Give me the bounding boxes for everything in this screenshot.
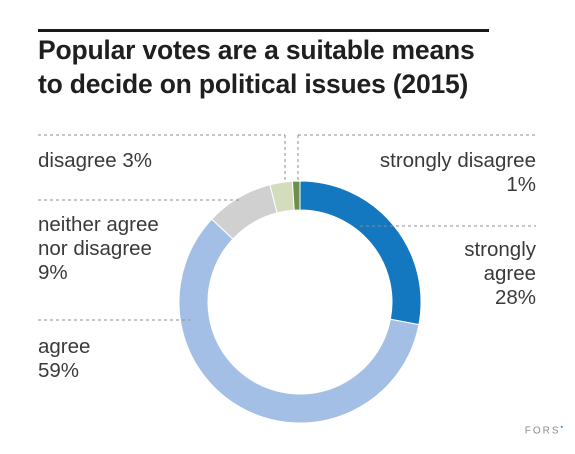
slice-strongly-disagree xyxy=(291,180,301,211)
leader-lines xyxy=(38,134,536,321)
chart-title: Popular votes are a suitable means to de… xyxy=(38,33,558,101)
fors-mark-icon: ▪ xyxy=(560,423,563,431)
label-disagree: disagree 3% xyxy=(38,149,152,172)
label-agree: agree 59% xyxy=(38,335,91,382)
title-line-1: Popular votes are a suitable means xyxy=(38,35,475,65)
fors-logo: FORS▪ xyxy=(524,423,563,436)
title-line-2: to decide on political issues (2015) xyxy=(38,69,469,99)
donut-slices xyxy=(178,180,422,424)
slice-agree xyxy=(178,218,420,424)
title-rule xyxy=(38,29,489,32)
label-strongly-disagree: strongly disagree 1% xyxy=(379,149,536,196)
label-neither: neither agree nor disagree 9% xyxy=(38,213,159,284)
slice-strongly-agree xyxy=(299,180,422,326)
label-strongly-agree: strongly agree 28% xyxy=(464,238,536,309)
